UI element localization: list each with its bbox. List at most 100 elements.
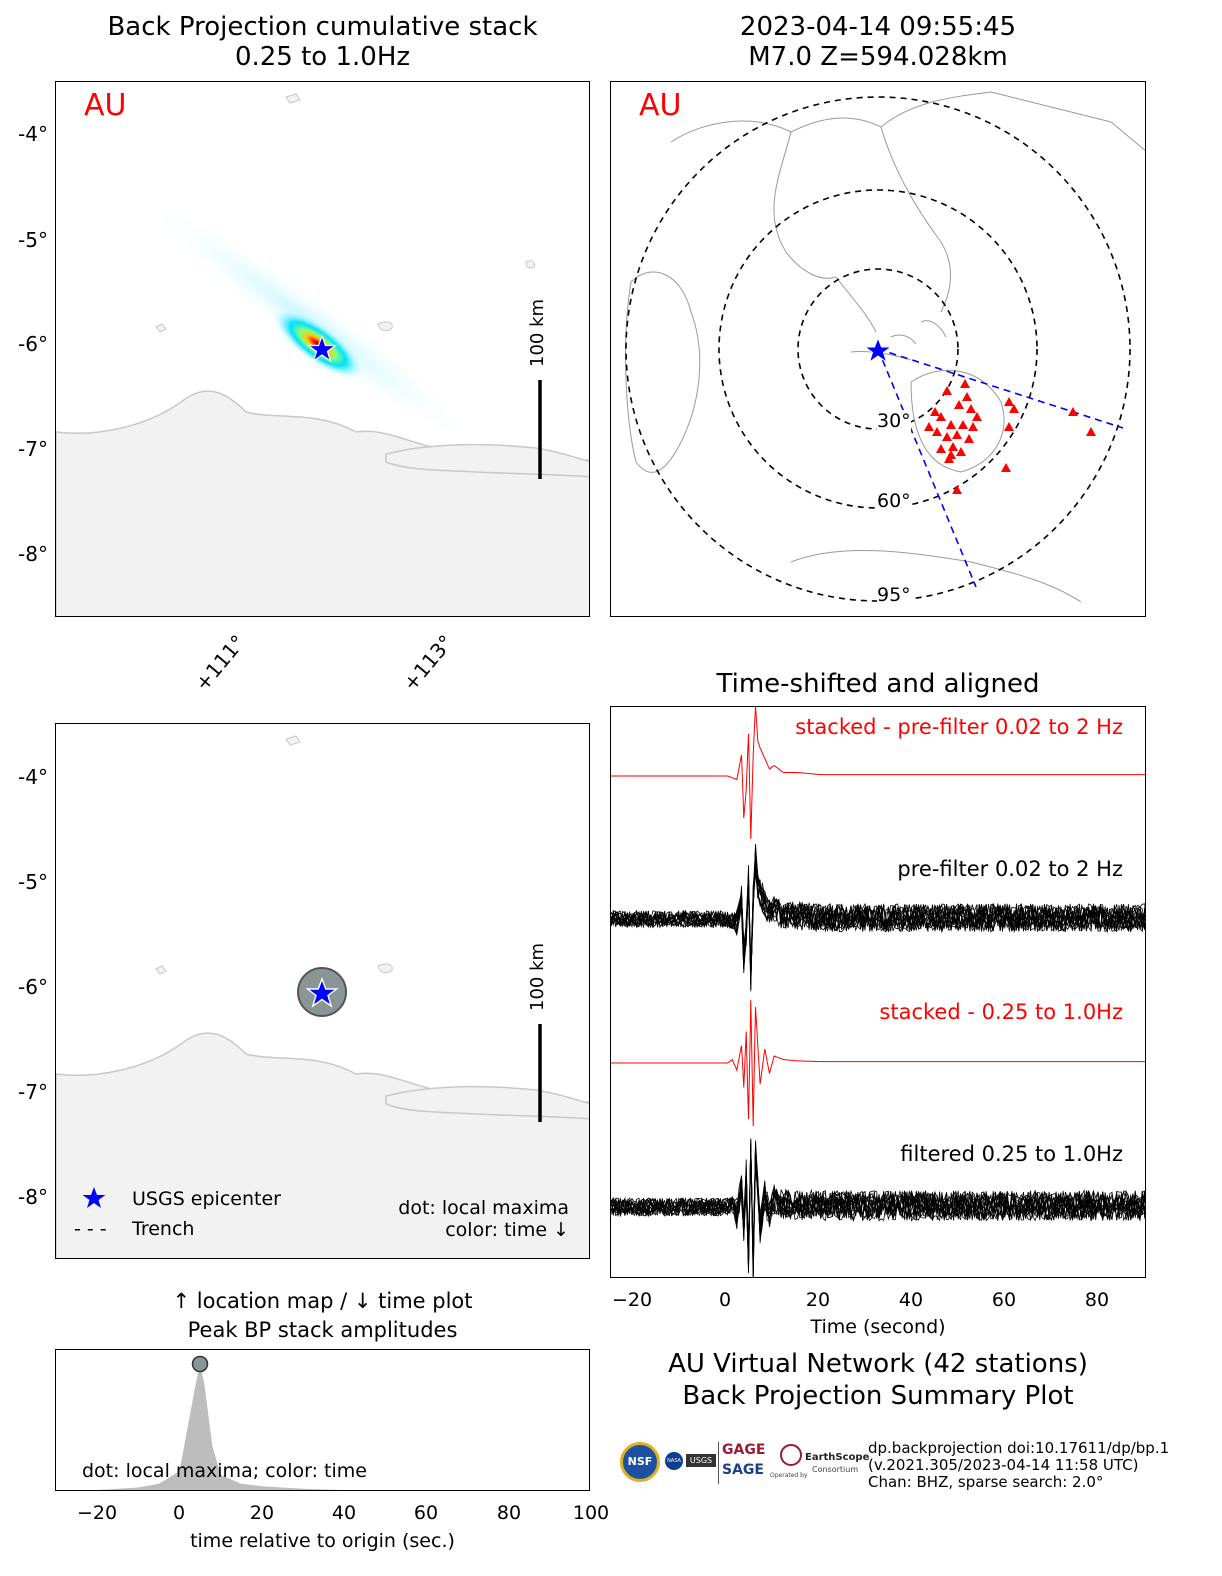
small-island-2 (377, 963, 393, 974)
bp-energy-peak (272, 308, 364, 380)
y-tick: -8° (18, 1185, 48, 1209)
earthscope-logo-icon (780, 1444, 802, 1466)
ring-label-95: 95° (877, 584, 911, 606)
y-tick: -8° (18, 542, 48, 566)
filtered-trace-bundle (611, 1138, 1145, 1277)
azimuth-gap-line-east (877, 348, 1124, 429)
small-island-1 (155, 965, 167, 975)
label-stacked-prefilter: stacked - pre-filter 0.02 to 2 Hz (795, 715, 1123, 739)
small-island-4 (285, 735, 301, 746)
map-note-line2: color: time ↓ (445, 1219, 569, 1241)
usgs-logo: USGS (686, 1454, 716, 1467)
map-note: dot: local maxima color: time ↓ (398, 1197, 569, 1241)
y-tick: -4° (18, 765, 48, 789)
nsf-logo: NSF (620, 1442, 660, 1482)
logo-strip: NSF NASA USGS GAGE SAGE Operated by Eart… (620, 1440, 870, 1488)
location-map: 100 km USGS epicenter - - - Trench dot: … (55, 723, 590, 1259)
time-plot-title-line2: Peak BP stack amplitudes (187, 1318, 458, 1342)
stacked-filtered-trace (611, 999, 1145, 1127)
map-note-line1: dot: local maxima (398, 1197, 569, 1219)
peak-maximum-dot (191, 1355, 209, 1373)
y-tick: -7° (18, 1080, 48, 1104)
ring-60 (718, 189, 1038, 509)
provenance-version: (v.2021.305/2023-04-14 11:58 UTC) (868, 1456, 1139, 1474)
station-trace (611, 1159, 1145, 1266)
bp-map-title-line1: Back Projection cumulative stack (107, 12, 538, 42)
y-tick: -4° (18, 122, 48, 146)
station-trace (611, 1138, 1145, 1275)
event-title: 2023-04-14 09:55:45 M7.0 Z=594.028km (610, 12, 1146, 72)
time-plot-xlabel: time relative to origin (sec.) (190, 1530, 455, 1552)
station-trace (611, 862, 1145, 990)
time-plot-note: dot: local maxima; color: time (82, 1460, 367, 1482)
prefilter-trace-bundle (611, 843, 1145, 992)
network-label: AU (84, 88, 127, 123)
operated-by-text: Operated by (770, 1472, 808, 1479)
small-island-4 (285, 93, 301, 104)
station-map-svg (625, 91, 1145, 603)
x-tick: 80 (496, 1502, 522, 1524)
epicenter-star-icon (863, 336, 893, 364)
x-tick: −20 (76, 1502, 118, 1524)
small-island-2 (377, 321, 393, 332)
bp-map-title: Back Projection cumulative stack 0.25 to… (55, 12, 590, 72)
y-tick: -5° (18, 870, 48, 894)
scale-bar-label: 100 km (527, 942, 548, 1011)
epicenter-star-icon (306, 334, 338, 363)
azimuth-gap-line-south (877, 348, 977, 588)
provenance-info: dp.backprojection doi:10.17611/dp/bp.1 (… (868, 1440, 1218, 1491)
antarctica-coast (790, 549, 1082, 603)
peak-amplitude-plot: dot: local maxima; color: time (55, 1349, 590, 1491)
y-tick: -6° (18, 332, 48, 356)
y-tick: -6° (18, 975, 48, 999)
location-map-svg (56, 735, 589, 1258)
waveform-title: Time-shifted and aligned (716, 669, 1040, 699)
summary-title: AU Virtual Network (42 stations) Back Pr… (610, 1348, 1146, 1412)
x-tick: 40 (898, 1289, 924, 1311)
event-magnitude-depth: M7.0 Z=594.028km (748, 42, 1008, 72)
small-island-1 (155, 323, 167, 333)
x-tick: 20 (805, 1289, 831, 1311)
peak-amplitude-svg (97, 1355, 345, 1490)
scale-bar-label: 100 km (527, 298, 548, 367)
bp-map-title-line2: 0.25 to 1.0Hz (234, 42, 411, 72)
x-tick: 0 (172, 1502, 186, 1524)
x-tick: 60 (413, 1502, 439, 1524)
small-island-3 (525, 260, 535, 269)
bp-map-svg (56, 93, 589, 616)
x-tick: 100 (572, 1502, 610, 1524)
asia-coast (670, 91, 1145, 333)
ring-label-60: 60° (877, 490, 911, 512)
x-tick: 60 (991, 1289, 1017, 1311)
station-map: AU 30° 60° 95° (610, 81, 1146, 617)
logo-divider (718, 1442, 719, 1484)
time-plot-title-line1: ↑ location map / ↓ time plot (172, 1289, 473, 1313)
event-datetime: 2023-04-14 09:55:45 (739, 12, 1017, 42)
summary-plot-name: Back Projection Summary Plot (682, 1381, 1074, 1411)
legend-epicenter-label: USGS epicenter (132, 1188, 281, 1210)
indonesia-islands (850, 320, 947, 361)
provenance-channel: Chan: BHZ, sparse search: 2.0° (868, 1473, 1104, 1491)
x-tick: 40 (331, 1502, 357, 1524)
station-markers (924, 379, 1096, 494)
label-filtered: filtered 0.25 to 1.0Hz (900, 1142, 1123, 1166)
y-tick: -5° (18, 228, 48, 252)
x-tick: −20 (611, 1289, 653, 1311)
consortium-text: Consortium (812, 1465, 859, 1474)
network-label: AU (639, 88, 682, 123)
stacked-prefilter-trace (611, 707, 1145, 840)
legend-trench-label: Trench (132, 1218, 195, 1240)
waveform-xlabel: Time (second) (810, 1316, 946, 1338)
earthscope-logo: EarthScope (805, 1452, 870, 1463)
waveform-panel: stacked - pre-filter 0.02 to 2 Hz pre-fi… (610, 706, 1146, 1278)
ring-label-30: 30° (877, 410, 911, 432)
label-prefilter: pre-filter 0.02 to 2 Hz (897, 857, 1123, 881)
station-trace (611, 871, 1145, 992)
station-trace (611, 1149, 1145, 1273)
x-tick: +113° (398, 630, 459, 696)
waveform-svg (611, 707, 1145, 1277)
summary-network: AU Virtual Network (42 stations) (668, 1349, 1088, 1379)
epicenter-star-icon (305, 977, 339, 1008)
sage-logo: SAGE (722, 1462, 764, 1478)
x-tick: +111° (190, 630, 251, 696)
